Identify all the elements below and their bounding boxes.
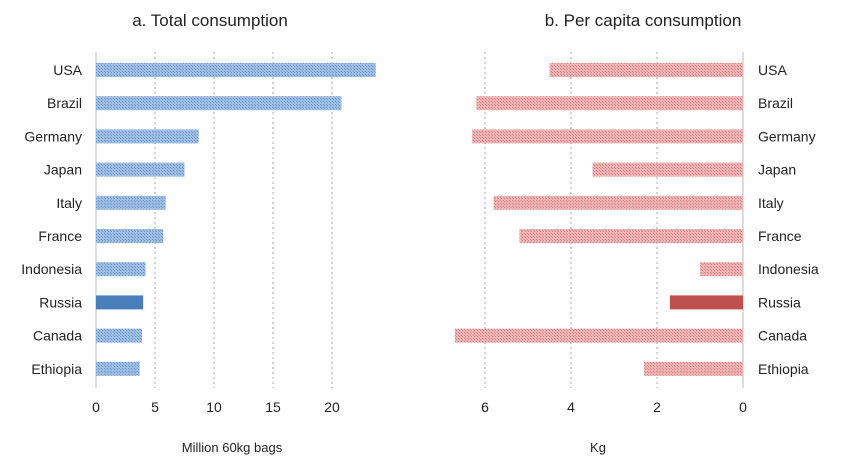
panel-b-title: b. Per capita consumption (545, 11, 742, 30)
panel-b-bar-ethiopia (644, 361, 743, 376)
panel-b-bar-germany (472, 129, 743, 144)
panel-a-category-france: France (38, 228, 82, 244)
panel-b-tick-6: 6 (481, 399, 489, 415)
panel-a-bar-indonesia (96, 262, 146, 277)
panel-b-category-germany: Germany (758, 128, 816, 144)
panel-b-category-usa: USA (758, 62, 787, 78)
panel-a-bar-canada (96, 328, 143, 343)
panel-b-bar-usa (549, 63, 743, 77)
panel-a-tick-10: 10 (206, 399, 222, 415)
panel-b-bar-indonesia (700, 262, 743, 277)
panel-a-category-japan: Japan (44, 162, 82, 178)
panel-a-bar-france (96, 229, 164, 243)
panel-a-tick-5: 5 (151, 399, 159, 415)
panel-b-category-indonesia: Indonesia (758, 261, 819, 277)
panel-a-category-brazil: Brazil (47, 95, 82, 111)
panel-a-bar-russia (96, 295, 144, 310)
panel-per-capita-consumption: b. Per capita consumption USA Brazil Germa… (454, 11, 819, 455)
panel-a-category-germany: Germany (24, 128, 82, 144)
panel-a-bar-ethiopia (96, 361, 140, 376)
panel-b-xlabel: Kg (590, 440, 606, 455)
panel-b-tick-4: 4 (567, 399, 575, 415)
panel-a-category-canada: Canada (33, 328, 82, 344)
panel-a-category-italy: Italy (56, 195, 82, 211)
panel-a-category-usa: USA (53, 62, 82, 78)
panel-b-bar-canada (454, 328, 743, 343)
panel-b-category-ethiopia: Ethiopia (758, 361, 809, 377)
panel-total-consumption: a. Total consumption USA Brazil Germany Jap… (21, 11, 376, 455)
panel-b-bar-japan (592, 162, 743, 177)
panel-b-bar-italy (493, 195, 743, 210)
panel-a-bar-japan (96, 162, 185, 177)
panel-b-bar-france (519, 229, 743, 243)
panel-b-category-france: France (758, 228, 802, 244)
panel-a-bar-germany (96, 129, 199, 144)
panel-a-bar-brazil (96, 96, 342, 111)
panel-b-category-italy: Italy (758, 195, 784, 211)
panel-b-category-russia: Russia (758, 294, 801, 310)
panel-b-tick-0: 0 (739, 399, 747, 415)
panel-a-tick-0: 0 (92, 399, 100, 415)
panel-b-bar-brazil (476, 96, 743, 111)
panel-b-category-brazil: Brazil (758, 95, 793, 111)
panel-a-tick-15: 15 (265, 399, 281, 415)
panel-a-tick-20: 20 (324, 399, 340, 415)
panel-b-category-japan: Japan (758, 162, 796, 178)
panel-a-xlabel: Million 60kg bags (182, 440, 283, 455)
panel-a-title: a. Total consumption (132, 11, 288, 30)
panel-b-bar-russia (669, 295, 743, 310)
panel-b-category-canada: Canada (758, 328, 807, 344)
panel-a-category-russia: Russia (39, 294, 82, 310)
panel-a-bar-usa (96, 63, 376, 77)
panel-a-category-indonesia: Indonesia (21, 261, 82, 277)
panel-b-tick-2: 2 (653, 399, 661, 415)
panel-a-bar-italy (96, 195, 166, 210)
panel-a-category-ethiopia: Ethiopia (31, 361, 82, 377)
